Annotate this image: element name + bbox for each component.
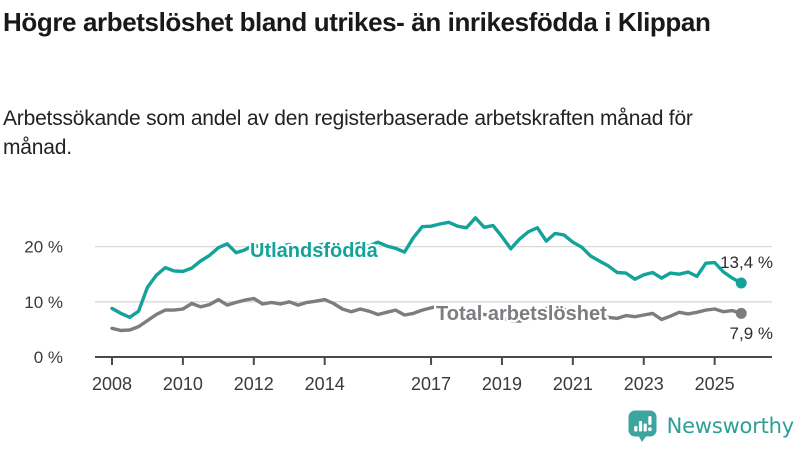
series-label-utlandsf-dda: Utlandsfödda — [250, 240, 379, 262]
x-axis-label: 2017 — [411, 374, 451, 394]
x-axis-label: 2014 — [305, 374, 345, 394]
series-value-label-utlandsf-dda: 13,4 % — [720, 253, 773, 272]
newsworthy-logo-icon — [628, 410, 657, 442]
x-axis-label: 2012 — [234, 374, 274, 394]
x-axis-label: 2008 — [92, 374, 132, 394]
newsworthy-wordmark: Newsworthy — [666, 414, 795, 438]
page-title: Högre arbetslöshet bland utrikes- än inr… — [3, 7, 711, 37]
x-axis-label: 2025 — [695, 374, 735, 394]
x-axis-label: 2010 — [163, 374, 203, 394]
series-line-total-arbetsl-shet — [110, 296, 743, 333]
x-axis-label: 2023 — [624, 374, 664, 394]
series-end-dot-utlandsf-dda — [735, 277, 747, 289]
y-axis-label: 0 % — [34, 348, 63, 367]
series-end-dot-total-arbetsl-shet — [735, 307, 747, 319]
newsworthy-logo: Newsworthy — [627, 409, 794, 443]
series-line-utlandsf-dda — [110, 216, 743, 319]
y-axis-label: 10 % — [24, 293, 63, 312]
y-axis-label: 20 % — [24, 238, 63, 257]
x-axis-label: 2019 — [482, 374, 522, 394]
series-value-label-total-arbetsl-shet: 7,9 % — [730, 324, 773, 343]
series-label-total-arbetsl-shet: Total arbetslöshet — [436, 303, 607, 325]
subtitle: Arbetssökande som andel av den registerb… — [3, 107, 693, 159]
x-axis-label: 2021 — [553, 374, 593, 394]
